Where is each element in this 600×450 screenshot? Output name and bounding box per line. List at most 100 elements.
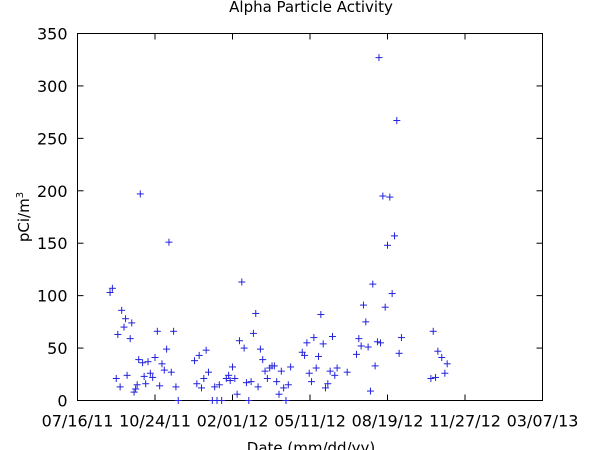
data-point	[231, 374, 239, 382]
plot-frame	[77, 33, 543, 401]
data-point	[153, 327, 161, 335]
data-point	[301, 351, 309, 359]
data-point	[353, 350, 360, 358]
data-point	[163, 345, 171, 353]
data-point	[142, 380, 150, 388]
data-point	[136, 190, 144, 198]
data-point	[441, 369, 449, 377]
data-point	[312, 364, 320, 372]
data-point	[284, 381, 292, 389]
data-point	[242, 379, 250, 387]
data-point	[282, 397, 290, 404]
data-point	[434, 347, 442, 355]
data-point	[112, 374, 120, 382]
data-point	[200, 374, 208, 382]
data-point	[193, 380, 201, 388]
x-tick-label: 02/01/12	[197, 412, 269, 431]
y-tick-label: 200	[37, 182, 68, 201]
data-point	[333, 364, 341, 372]
y-axis-label: pCi/m3	[15, 192, 33, 242]
data-point	[218, 397, 226, 404]
data-point	[371, 362, 379, 370]
data-point	[149, 373, 157, 381]
x-tick-label: 07/16/11	[42, 412, 114, 431]
y-tick-label: 250	[37, 129, 68, 148]
data-point	[191, 357, 199, 365]
x-axis: 07/16/11 10/24/11 02/01/12 05/11/12 08/19/12…	[42, 33, 579, 431]
x-axis-label: Date (mm/dd/yy)	[247, 439, 375, 450]
data-point	[397, 334, 405, 342]
data-point	[310, 334, 318, 342]
data-point	[326, 367, 334, 375]
data-point	[386, 193, 394, 201]
data-point	[364, 343, 372, 351]
y-tick-label: 150	[37, 234, 68, 253]
data-point	[443, 360, 451, 368]
data-point	[133, 381, 141, 389]
data-point	[303, 339, 311, 347]
data-point	[308, 378, 316, 386]
y-tick-label: 0	[57, 392, 67, 411]
data-point	[156, 382, 164, 390]
data-point	[287, 363, 295, 371]
x-tick-label: 05/11/12	[274, 412, 346, 431]
data-point	[249, 329, 257, 337]
data-point	[247, 378, 255, 386]
data-point	[114, 330, 122, 338]
data-point	[355, 335, 363, 343]
data-point	[211, 383, 219, 391]
data-point	[373, 338, 381, 346]
data-point	[254, 383, 262, 391]
data-point	[130, 388, 138, 396]
data-point	[172, 383, 180, 391]
y-axis: 0 50 100 150 200 250 300 350	[37, 25, 543, 411]
y-axis-label-text: pCi/m	[15, 198, 33, 242]
chart-title: Alpha Particle Activity	[229, 0, 393, 16]
y-axis-label-superscript: 3	[15, 192, 26, 198]
data-point	[362, 318, 370, 326]
data-point	[146, 369, 154, 377]
x-tick-label: 08/19/12	[352, 412, 424, 431]
data-point	[140, 372, 148, 380]
data-point	[165, 238, 173, 246]
data-point	[123, 371, 131, 379]
data-point	[427, 374, 435, 382]
data-point	[132, 385, 140, 393]
data-point	[277, 367, 285, 375]
data-point	[328, 333, 336, 341]
data-point	[144, 358, 152, 366]
data-point	[226, 377, 234, 385]
data-point	[343, 368, 351, 376]
data-point	[167, 368, 175, 376]
data-point	[198, 384, 205, 392]
data-point	[215, 381, 223, 389]
data-point	[128, 319, 136, 327]
data-point	[233, 390, 241, 398]
data-point	[120, 323, 128, 331]
data-point	[359, 301, 367, 309]
data-point	[270, 362, 278, 370]
data-point	[432, 373, 440, 381]
data-point	[261, 367, 269, 375]
data-point	[139, 359, 147, 367]
data-point	[229, 363, 236, 371]
data-point	[369, 280, 377, 288]
x-tick-label: 03/07/13	[507, 412, 579, 431]
data-point	[170, 327, 178, 335]
data-point	[273, 378, 281, 386]
data-point	[116, 383, 124, 391]
data-point	[122, 315, 130, 323]
data-point	[252, 309, 260, 317]
data-point	[259, 356, 267, 364]
data-point	[256, 345, 264, 353]
data-point	[135, 356, 143, 364]
data-point	[238, 278, 246, 286]
data-point	[225, 371, 233, 379]
y-tick-label: 350	[37, 25, 68, 44]
data-point	[126, 335, 134, 343]
data-point	[263, 374, 271, 382]
data-point	[245, 397, 253, 404]
data-point	[106, 288, 114, 296]
data-point	[305, 369, 313, 377]
data-point	[195, 351, 203, 359]
